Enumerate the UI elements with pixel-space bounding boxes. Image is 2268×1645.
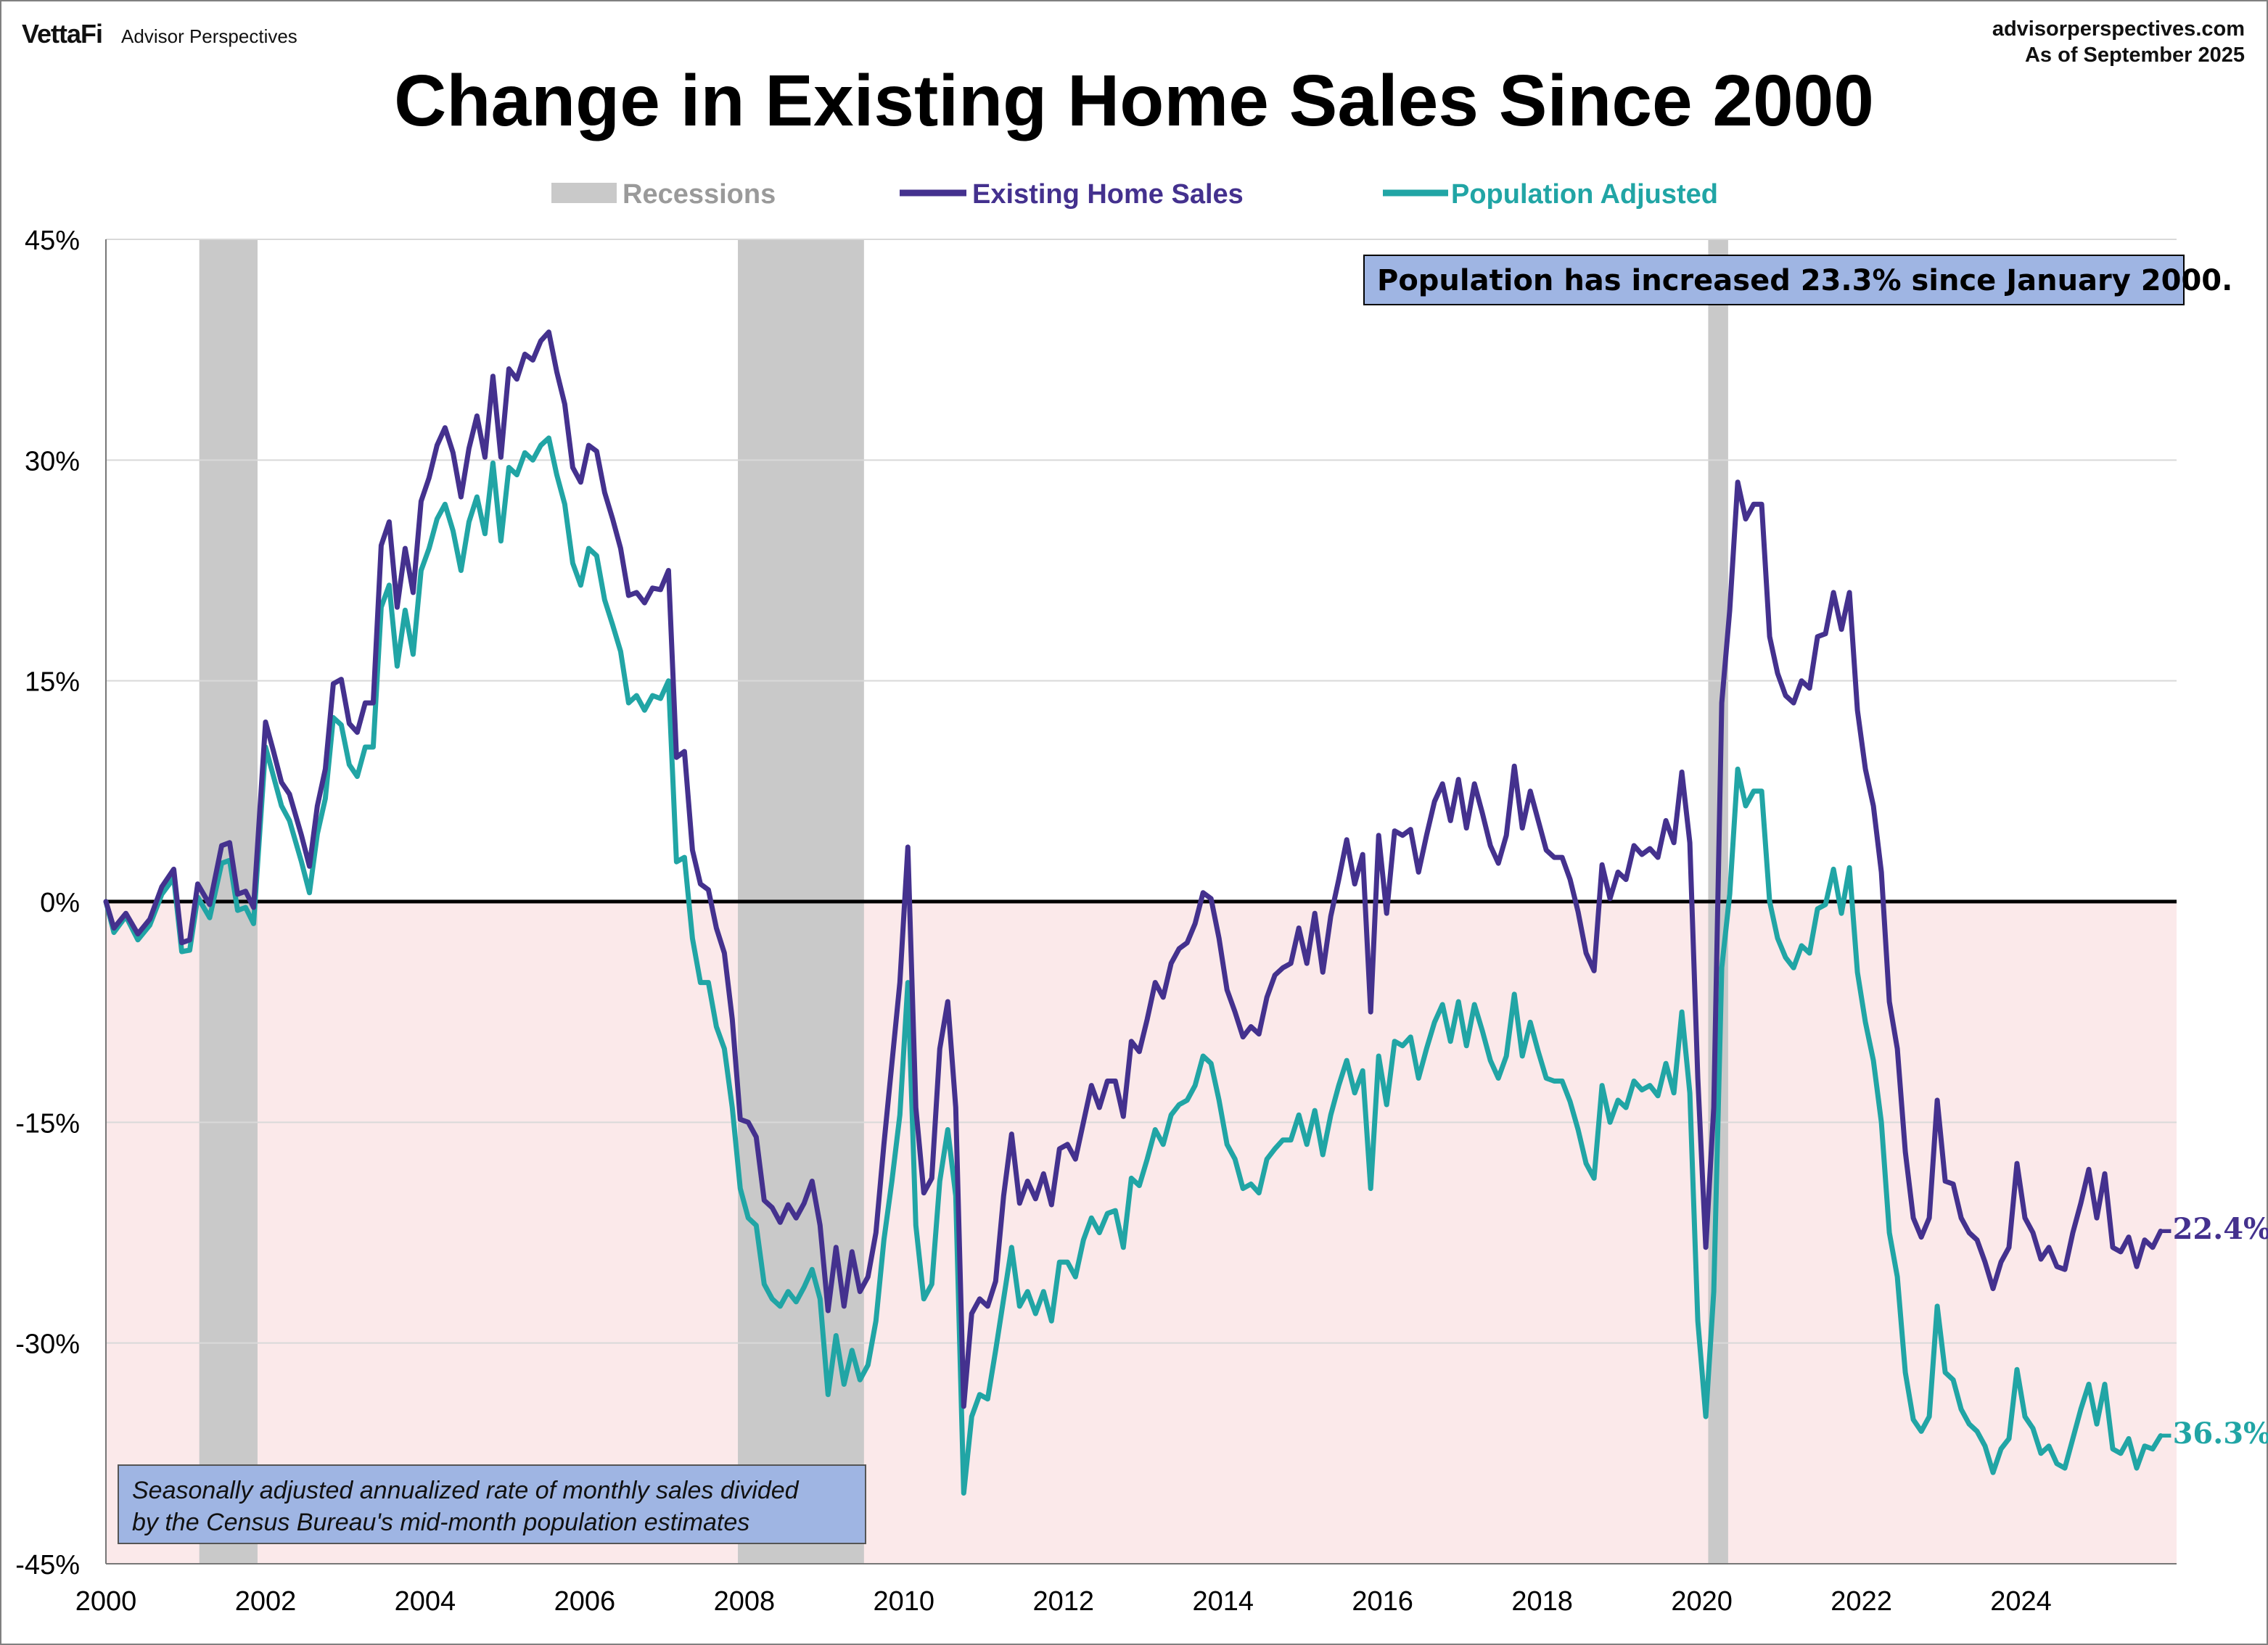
existing-home-sales-line <box>103 329 2164 1409</box>
y-tick-label: 15% <box>25 667 80 698</box>
negative-zone-fill <box>106 902 2177 1564</box>
y-tick-label: -30% <box>15 1329 80 1360</box>
x-tick-label: 2000 <box>75 1586 137 1617</box>
negative-zone <box>106 902 2177 1564</box>
x-tick-label: 2002 <box>235 1586 297 1617</box>
population-adjusted-line <box>103 435 2164 1496</box>
x-tick-labels: 2000 2002 2004 2006 2008 2010 2012 2014 2016 2018… <box>75 1586 2052 1617</box>
y-tick-label: -45% <box>15 1550 80 1580</box>
population-adjusted-end-label: -36.3% <box>2161 1417 2268 1451</box>
brand: VettaFi Advisor Perspectives <box>22 19 297 49</box>
footnote-line-1: Seasonally adjusted annualized rate of m… <box>132 1477 800 1504</box>
y-tick-labels: 45% 30% 15% 0% -15% -30% -45% <box>15 226 80 1580</box>
x-tick-label: 2020 <box>1671 1586 1733 1617</box>
x-tick-label: 2004 <box>395 1586 456 1617</box>
legend-label-population-adjusted: Population Adjusted <box>1451 179 1718 210</box>
source-block: advisorperspectives.com As of September … <box>1992 16 2245 68</box>
x-tick-label: 2024 <box>1990 1586 2052 1617</box>
y-tick-label: 30% <box>25 446 80 477</box>
existing-home-sales-end-label: -22.4% <box>2161 1212 2268 1246</box>
x-tick-label: 2008 <box>714 1586 776 1617</box>
series-lines <box>103 329 2164 1496</box>
x-tick-label: 2010 <box>874 1586 935 1617</box>
x-tick-label: 2016 <box>1352 1586 1413 1617</box>
as-of-date: As of September 2025 <box>2024 44 2245 67</box>
source-site: advisorperspectives.com <box>1992 17 2245 41</box>
y-tick-label: 45% <box>25 226 80 256</box>
population-note-text: Population has increased 23.3% since Jan… <box>1377 264 2232 297</box>
legend-swatch-recessions <box>551 183 617 203</box>
y-tick-label: 0% <box>40 888 80 918</box>
brand-subtitle: Advisor Perspectives <box>121 25 297 47</box>
vettafi-logo: VettaFi <box>22 19 103 49</box>
x-tick-label: 2006 <box>554 1586 616 1617</box>
legend: Recessions Existing Home Sales Populatio… <box>551 179 1718 210</box>
y-tick-label: -15% <box>15 1108 80 1139</box>
chart-title: Change in Existing Home Sales Since 2000 <box>394 60 1874 141</box>
footnote-line-2: by the Census Bureau's mid-month populat… <box>132 1509 749 1536</box>
x-tick-label: 2022 <box>1831 1586 1892 1617</box>
x-tick-label: 2018 <box>1511 1586 1573 1617</box>
footnote-callout: Seasonally adjusted annualized rate of m… <box>118 1464 866 1544</box>
legend-label-recessions: Recessions <box>623 179 776 210</box>
population-note-callout: Population has increased 23.3% since Jan… <box>1363 255 2232 305</box>
x-tick-label: 2014 <box>1192 1586 1254 1617</box>
legend-label-existing-home-sales: Existing Home Sales <box>972 179 1244 210</box>
population-note-box <box>1363 255 2185 305</box>
footnote-box <box>118 1464 866 1544</box>
x-tick-label: 2012 <box>1032 1586 1094 1617</box>
